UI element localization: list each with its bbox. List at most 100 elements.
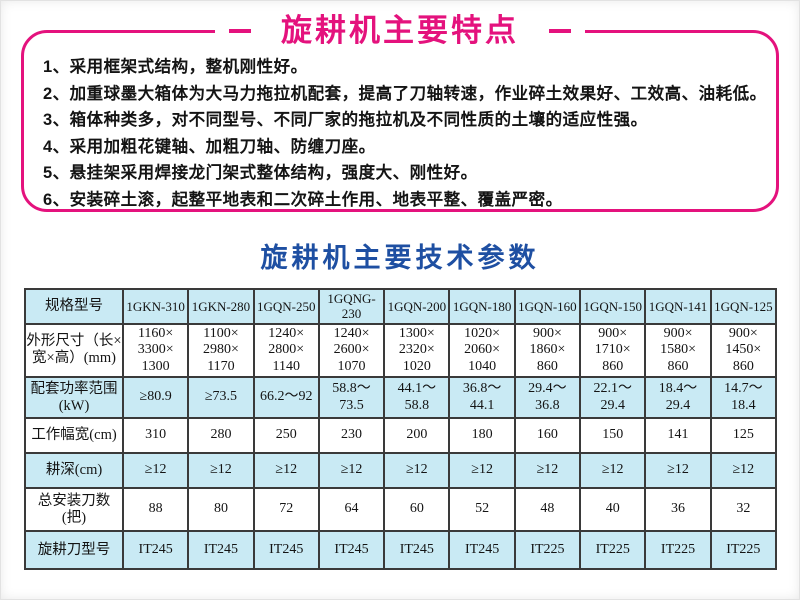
- spec-model-cell: 1GQN-125: [709, 288, 778, 325]
- spec-value-cell: 900× 1450× 860: [709, 322, 778, 379]
- spec-value-cell: 64: [317, 487, 386, 533]
- spec-value-cell: 1100× 2980× 1170: [187, 322, 255, 379]
- spec-row-label: 总安装刀数 (把): [24, 487, 124, 533]
- title-left-dash-icon: [229, 29, 251, 33]
- spec-row-label: 规格型号: [24, 288, 124, 325]
- spec-value-cell: IT245: [317, 530, 386, 571]
- feature-item: 4、采用加粗花键轴、加粗刀轴、防缠刀座。: [43, 137, 376, 156]
- spec-value-cell: 180: [448, 417, 516, 455]
- spec-value-cell: IT245: [383, 530, 451, 571]
- feature-item: 3、箱体种类多，对不同型号、不同厂家的拖拉机及不同性质的土壤的适应性强。: [43, 111, 648, 129]
- spec-value-cell: 310: [121, 417, 190, 455]
- specs-table-body: 规格型号 1GKN-310 1GKN-280 1GQN-250 1GQNG-230 1GQ…: [24, 288, 778, 571]
- spec-value-cell: ≥12: [579, 452, 647, 490]
- spec-value-cell: 18.4～ 29.4: [644, 376, 712, 420]
- spec-value-cell: IT225: [579, 530, 647, 571]
- spec-value-cell: ≥12: [252, 452, 320, 490]
- spec-value-cell: 22.1～ 29.4: [579, 376, 647, 420]
- spec-value-cell: ≥12: [383, 452, 451, 490]
- spec-value-cell: 1300× 2320× 1020: [383, 322, 451, 379]
- spec-value-cell: 40: [579, 487, 647, 533]
- spec-value-cell: ≥12: [448, 452, 516, 490]
- spec-value-cell: IT225: [513, 530, 582, 571]
- spec-value-cell: ≥12: [317, 452, 386, 490]
- spec-row-label: 工作幅宽(cm): [24, 417, 124, 455]
- spec-value-cell: 36.8～ 44.1: [448, 376, 516, 420]
- spec-row: 配套功率范围 (kW) ≥80.9 ≥73.5 66.2～92 58.8～ 73.5 44…: [24, 376, 778, 420]
- spec-value-cell: 88: [121, 487, 190, 533]
- spec-value-cell: 150: [579, 417, 647, 455]
- spec-value-cell: 1020× 2060× 1040: [448, 322, 516, 379]
- spec-row-label: 旋耕刀型号: [24, 530, 124, 571]
- spec-header-row: 规格型号 1GKN-310 1GKN-280 1GQN-250 1GQNG-230 1GQ…: [24, 288, 778, 325]
- spec-model-cell: 1GQN-200: [383, 288, 451, 325]
- spec-value-cell: IT245: [448, 530, 516, 571]
- spec-row-label: 外形尺寸（长× 宽×高）(mm): [24, 322, 124, 379]
- spec-value-cell: 60: [383, 487, 451, 533]
- spec-row: 总安装刀数 (把) 88 80 72 64 60 52 48 40 36 32: [24, 487, 778, 533]
- spec-value-cell: ≥73.5: [187, 376, 255, 420]
- spec-row: 耕深(cm) ≥12 ≥12 ≥12 ≥12 ≥12 ≥12 ≥12 ≥12 ≥12 ≥12: [24, 452, 778, 490]
- spec-model-cell: 1GQNG-230: [317, 288, 386, 325]
- spec-value-cell: ≥12: [513, 452, 582, 490]
- spec-value-cell: IT225: [709, 530, 778, 571]
- specs-table: 规格型号 1GKN-310 1GKN-280 1GQN-250 1GQNG-230 1GQ…: [24, 288, 778, 571]
- spec-value-cell: ≥80.9: [121, 376, 190, 420]
- spec-value-cell: IT245: [252, 530, 320, 571]
- spec-model-cell: 1GQN-250: [252, 288, 320, 325]
- spec-model-cell: 1GQN-141: [644, 288, 712, 325]
- spec-value-cell: 280: [187, 417, 255, 455]
- feature-item: 1、采用框架式结构，整机刚性好。: [43, 58, 308, 76]
- spec-value-cell: ≥12: [121, 452, 190, 490]
- spec-value-cell: ≥12: [709, 452, 778, 490]
- features-title: 旋耕机主要特点: [215, 12, 585, 50]
- spec-row: 旋耕刀型号 IT245 IT245 IT245 IT245 IT245 IT245 IT225…: [24, 530, 778, 571]
- spec-value-cell: 900× 1860× 860: [513, 322, 582, 379]
- spec-model-cell: 1GKN-280: [187, 288, 255, 325]
- features-title-text: 旋耕机主要特点: [281, 13, 519, 48]
- spec-row-label: 配套功率范围 (kW): [24, 376, 124, 420]
- spec-value-cell: 141: [644, 417, 712, 455]
- spec-value-cell: 66.2～92: [252, 376, 320, 420]
- specs-title: 旋耕机主要技术参数: [260, 243, 540, 273]
- spec-value-cell: 58.8～ 73.5: [317, 376, 386, 420]
- spec-model-cell: 1GKN-310: [121, 288, 190, 325]
- spec-value-cell: 80: [187, 487, 255, 533]
- spec-value-cell: 32: [709, 487, 778, 533]
- title-right-dash-icon: [549, 29, 571, 33]
- spec-value-cell: 900× 1710× 860: [579, 322, 647, 379]
- spec-value-cell: 900× 1580× 860: [644, 322, 712, 379]
- spec-model-cell: 1GQN-160: [513, 288, 582, 325]
- spec-model-cell: 1GQN-180: [448, 288, 516, 325]
- spec-value-cell: 29.4～ 36.8: [513, 376, 582, 420]
- spec-value-cell: ≥12: [187, 452, 255, 490]
- spec-value-cell: 1240× 2800× 1140: [252, 322, 320, 379]
- spec-value-cell: 230: [317, 417, 386, 455]
- feature-list: 1、采用框架式结构，整机刚性好。 2、加重球墨大箱体为大马力拖拉机配套，提高了刀轴…: [24, 33, 776, 213]
- spec-value-cell: 52: [448, 487, 516, 533]
- spec-value-cell: 48: [513, 487, 582, 533]
- spec-value-cell: 72: [252, 487, 320, 533]
- spec-value-cell: 1160× 3300× 1300: [121, 322, 190, 379]
- spec-row: 工作幅宽(cm) 310 280 250 230 200 180 160 150 141 125: [24, 417, 778, 455]
- spec-row-label: 耕深(cm): [24, 452, 124, 490]
- spec-value-cell: 14.7～ 18.4: [709, 376, 778, 420]
- spec-row: 外形尺寸（长× 宽×高）(mm) 1160× 3300× 1300 1100× 29…: [24, 322, 778, 379]
- spec-value-cell: 1240× 2600× 1070: [317, 322, 386, 379]
- spec-value-cell: IT245: [121, 530, 190, 571]
- spec-value-cell: 250: [252, 417, 320, 455]
- spec-value-cell: ≥12: [644, 452, 712, 490]
- spec-value-cell: 200: [383, 417, 451, 455]
- feature-item: 6、安装碎土滚，起整平地表和二次碎土作用、地表平整、覆盖严密。: [43, 190, 563, 209]
- spec-value-cell: 125: [709, 417, 778, 455]
- feature-item: 5、悬挂架采用焊接龙门架式整体结构，强度大、刚性好。: [43, 164, 478, 182]
- spec-value-cell: 160: [513, 417, 582, 455]
- spec-value-cell: 36: [644, 487, 712, 533]
- spec-value-cell: IT225: [644, 530, 712, 571]
- features-box: 旋耕机主要特点 1、采用框架式结构，整机刚性好。 2、加重球墨大箱体为大马力拖拉机…: [21, 12, 779, 213]
- feature-item: 2、加重球墨大箱体为大马力拖拉机配套，提高了刀轴转速，作业碎土效果好、工效高、油…: [43, 84, 767, 103]
- spec-model-cell: 1GQN-150: [579, 288, 647, 325]
- spec-value-cell: IT245: [187, 530, 255, 571]
- spec-value-cell: 44.1～ 58.8: [383, 376, 451, 420]
